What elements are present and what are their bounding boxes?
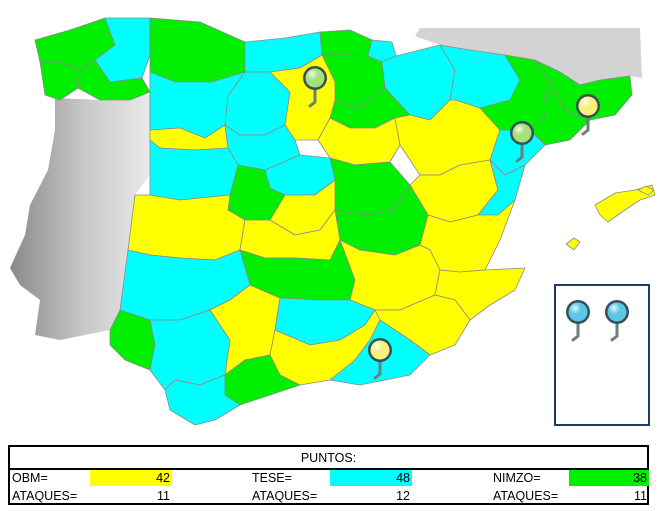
scoreboard-divider [10,468,647,470]
spain-provinces-map [10,17,656,426]
scoreboard-title: PUNTOS: [300,451,357,465]
nimzo-label: NIMZO= [493,471,541,485]
pin-barcelona-obm[interactable] [576,94,600,136]
province-cadiz[interactable] [164,374,241,426]
nimzo-attacks: 11 [634,489,647,503]
nimzo-attacks-label: ATAQUES= [493,489,559,503]
province-huelva[interactable] [109,309,156,371]
tese-attacks: 12 [396,489,410,503]
obm-attacks: 11 [157,489,170,503]
pin-tarragona-nimzo[interactable] [510,121,534,163]
pin-burgos-nimzo[interactable] [303,66,327,108]
reserve-pin-tese[interactable] [566,300,590,342]
province-barcelona[interactable] [529,79,591,146]
pin-almeria-obm[interactable] [368,338,392,380]
province-asturias[interactable] [149,17,246,83]
provinces-layer [34,17,656,426]
nimzo-points: 38 [569,470,649,486]
pins-layer [303,66,600,380]
reserve-pins [566,300,629,342]
province-mallorca[interactable] [594,184,656,223]
tese-attacks-label: ATAQUES= [252,489,318,503]
obm-label: OBM= [12,471,48,485]
obm-points: 42 [90,470,172,486]
tese-label: TESE= [252,471,292,485]
portugal-shape [10,94,160,340]
scoreboard: PUNTOS: OBM= 42 ATAQUES= 11 TESE= 48 ATA… [8,445,649,505]
province-caceres[interactable] [127,194,246,261]
province-vizcaya[interactable] [319,29,373,57]
obm-attacks-label: ATAQUES= [12,489,78,503]
reserve-pin-tese[interactable] [605,300,629,342]
province-menorca[interactable] [637,185,655,196]
tese-points: 48 [330,470,412,486]
france-shape [415,28,642,85]
province-galicia-pontevedra[interactable] [39,61,81,101]
province-ibiza[interactable] [565,237,581,251]
reserve-pins-box [554,284,650,426]
